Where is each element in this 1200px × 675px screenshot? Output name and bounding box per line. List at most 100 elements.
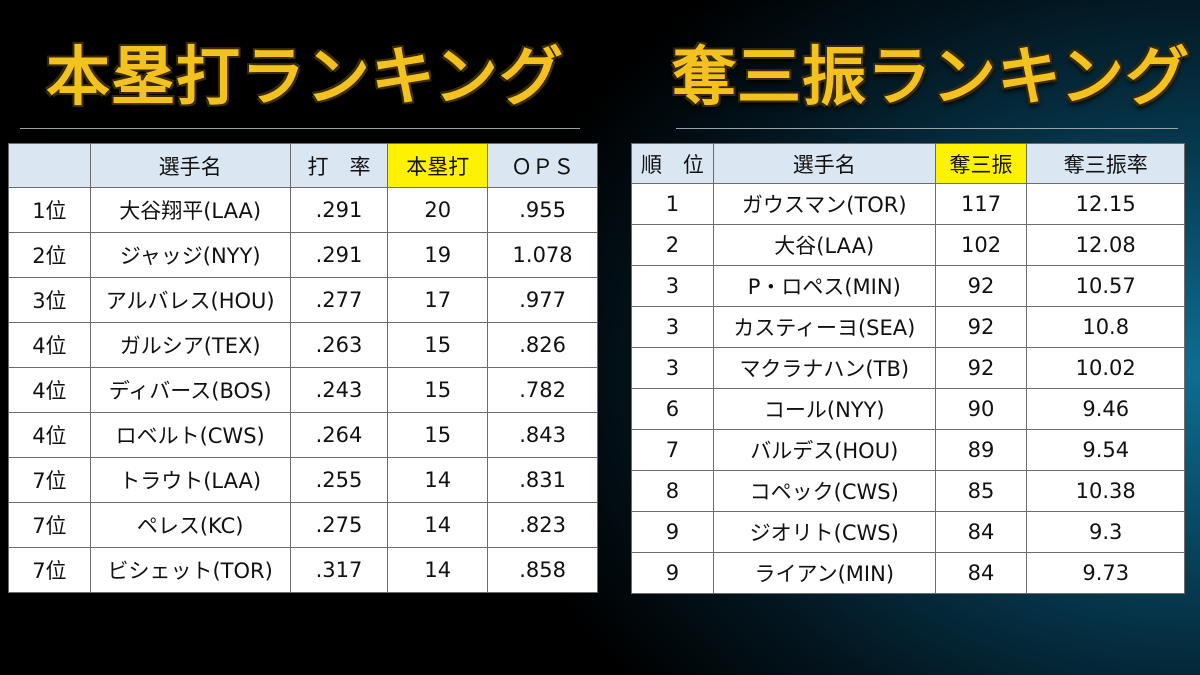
cell-rank: 3 <box>631 265 714 307</box>
cell-strikeouts: 92 <box>934 306 1028 348</box>
strikeout-ranking-title: 奪三振ランキング <box>672 41 1191 115</box>
cell-player: コール(NYY) <box>712 388 936 430</box>
cell-ops: .843 <box>487 412 598 458</box>
cell-rank: 7 <box>631 429 714 471</box>
cell-k-rate: 10.02 <box>1026 347 1185 389</box>
cell-rank: 3 <box>631 347 714 389</box>
cell-rank: 6 <box>631 388 714 430</box>
cell-rank: 7位 <box>8 502 91 548</box>
header-ops: ＯＰＳ <box>487 143 598 188</box>
header-avg: 打 率 <box>289 143 389 188</box>
table-row: 7位 ペレス(KC) .275 14 .823 <box>8 502 598 548</box>
left-divider <box>20 128 580 129</box>
header-player: 選手名 <box>89 143 291 188</box>
cell-rank: 7位 <box>8 547 91 593</box>
table-row: 3 マクラナハン(TB) 92 10.02 <box>631 347 1185 389</box>
table-row: 1位 大谷翔平(LAA) .291 20 .955 <box>8 187 598 233</box>
cell-strikeouts: 102 <box>934 224 1028 266</box>
strikeout-table: 順 位 選手名 奪三振 奪三振率 1 ガウスマン(TOR) 117 12.15 … <box>631 143 1185 594</box>
cell-ops: .955 <box>487 187 598 233</box>
cell-rank: 1位 <box>8 187 91 233</box>
header-rank: 順 位 <box>631 143 714 184</box>
cell-rank: 4位 <box>8 322 91 368</box>
header-strikeouts: 奪三振 <box>934 143 1028 184</box>
home-run-table: 選手名 打 率 本塁打 ＯＰＳ 1位 大谷翔平(LAA) .291 20 .95… <box>8 143 598 593</box>
cell-rank: 1 <box>631 183 714 225</box>
cell-home-runs: 15 <box>387 412 489 458</box>
cell-ops: .858 <box>487 547 598 593</box>
cell-rank: 4位 <box>8 367 91 413</box>
cell-strikeouts: 84 <box>934 511 1028 553</box>
table-row: 8 コペック(CWS) 85 10.38 <box>631 470 1185 512</box>
home-run-ranking-title: 本塁打ランキング <box>45 41 565 115</box>
cell-home-runs: 14 <box>387 502 489 548</box>
cell-player: カスティーヨ(SEA) <box>712 306 936 348</box>
table-row: 2 大谷(LAA) 102 12.08 <box>631 224 1185 266</box>
cell-k-rate: 12.08 <box>1026 224 1185 266</box>
table-row: 9 ライアン(MIN) 84 9.73 <box>631 552 1185 594</box>
cell-player: ガルシア(TEX) <box>89 322 291 368</box>
cell-home-runs: 15 <box>387 367 489 413</box>
cell-ops: .977 <box>487 277 598 323</box>
cell-home-runs: 20 <box>387 187 489 233</box>
cell-player: P・ロペス(MIN) <box>712 265 936 307</box>
cell-rank: 8 <box>631 470 714 512</box>
cell-avg: .263 <box>289 322 389 368</box>
cell-avg: .255 <box>289 457 389 503</box>
table-row: 9 ジオリト(CWS) 84 9.3 <box>631 511 1185 553</box>
cell-rank: 9 <box>631 552 714 594</box>
cell-player: ディバース(BOS) <box>89 367 291 413</box>
header-k-rate: 奪三振率 <box>1026 143 1185 184</box>
cell-avg: .277 <box>289 277 389 323</box>
cell-k-rate: 12.15 <box>1026 183 1185 225</box>
cell-home-runs: 15 <box>387 322 489 368</box>
table-row: 4位 ガルシア(TEX) .263 15 .826 <box>8 322 598 368</box>
cell-avg: .317 <box>289 547 389 593</box>
cell-player: ガウスマン(TOR) <box>712 183 936 225</box>
table-row: 6 コール(NYY) 90 9.46 <box>631 388 1185 430</box>
cell-rank: 2位 <box>8 232 91 278</box>
table-row: 4位 ロベルト(CWS) .264 15 .843 <box>8 412 598 458</box>
cell-avg: .291 <box>289 187 389 233</box>
table-row: 2位 ジャッジ(NYY) .291 19 1.078 <box>8 232 598 278</box>
cell-rank: 7位 <box>8 457 91 503</box>
cell-player: 大谷翔平(LAA) <box>89 187 291 233</box>
cell-ops: .831 <box>487 457 598 503</box>
cell-strikeouts: 84 <box>934 552 1028 594</box>
cell-player: 大谷(LAA) <box>712 224 936 266</box>
cell-ops: .826 <box>487 322 598 368</box>
cell-player: アルバレス(HOU) <box>89 277 291 323</box>
cell-avg: .243 <box>289 367 389 413</box>
cell-rank: 9 <box>631 511 714 553</box>
cell-player: ライアン(MIN) <box>712 552 936 594</box>
table-row: 1 ガウスマン(TOR) 117 12.15 <box>631 183 1185 225</box>
cell-rank: 2 <box>631 224 714 266</box>
header-rank <box>8 143 91 188</box>
cell-k-rate: 10.38 <box>1026 470 1185 512</box>
table-row: 7位 トラウト(LAA) .255 14 .831 <box>8 457 598 503</box>
cell-rank: 3位 <box>8 277 91 323</box>
cell-ops: .782 <box>487 367 598 413</box>
cell-player: ペレス(KC) <box>89 502 291 548</box>
cell-player: ジャッジ(NYY) <box>89 232 291 278</box>
cell-strikeouts: 92 <box>934 347 1028 389</box>
cell-avg: .264 <box>289 412 389 458</box>
cell-ops: .823 <box>487 502 598 548</box>
cell-player: トラウト(LAA) <box>89 457 291 503</box>
cell-home-runs: 14 <box>387 457 489 503</box>
table-header-row: 順 位 選手名 奪三振 奪三振率 <box>631 143 1185 184</box>
cell-home-runs: 14 <box>387 547 489 593</box>
cell-player: バルデス(HOU) <box>712 429 936 471</box>
cell-k-rate: 9.73 <box>1026 552 1185 594</box>
cell-k-rate: 10.57 <box>1026 265 1185 307</box>
cell-strikeouts: 85 <box>934 470 1028 512</box>
cell-strikeouts: 89 <box>934 429 1028 471</box>
cell-avg: .291 <box>289 232 389 278</box>
table-row: 3位 アルバレス(HOU) .277 17 .977 <box>8 277 598 323</box>
cell-strikeouts: 92 <box>934 265 1028 307</box>
cell-avg: .275 <box>289 502 389 548</box>
cell-ops: 1.078 <box>487 232 598 278</box>
cell-player: ジオリト(CWS) <box>712 511 936 553</box>
cell-home-runs: 17 <box>387 277 489 323</box>
cell-rank: 4位 <box>8 412 91 458</box>
